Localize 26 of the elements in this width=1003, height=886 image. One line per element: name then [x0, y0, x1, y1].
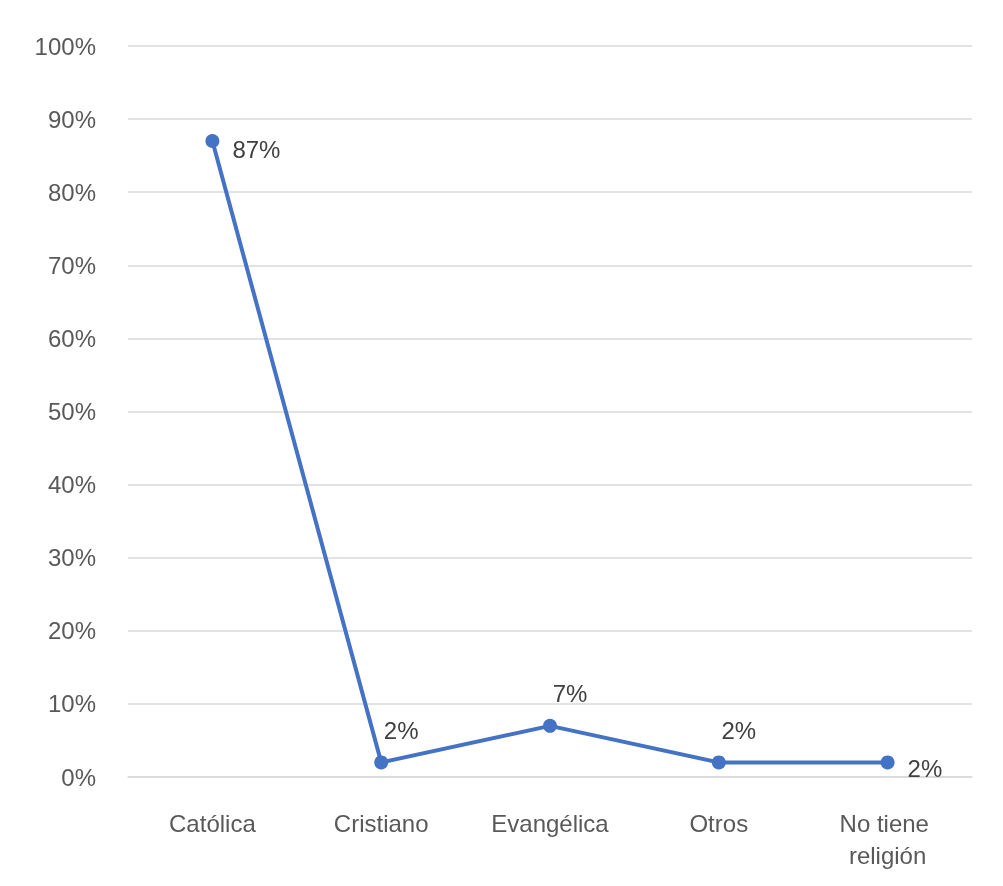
x-tick-label: Católica [169, 809, 257, 837]
point [205, 134, 220, 149]
data-label: 2% [383, 716, 419, 744]
data-label: 87% [232, 135, 281, 163]
y-tick-label: 20% [47, 617, 96, 645]
data-label: 2% [721, 716, 757, 744]
point [711, 755, 726, 770]
y-tick-label: 30% [47, 544, 96, 572]
y-tick-label: 10% [47, 690, 96, 718]
point [543, 718, 557, 733]
point [880, 755, 895, 770]
y-tick-label: 80% [47, 178, 96, 206]
y-tick-label: 90% [47, 105, 96, 133]
y-tick-label: 0% [61, 763, 96, 791]
y-tick-label: 100% [34, 32, 96, 60]
y-tick-label: 60% [47, 324, 96, 352]
point [374, 755, 389, 770]
x-tick-label: Cristiano [333, 809, 429, 837]
y-tick-label: 70% [47, 251, 96, 279]
data-label: 7% [552, 680, 588, 708]
x-tick-label: Evangélica [491, 809, 610, 837]
y-tick-label: 40% [47, 471, 96, 499]
x-tick-label: No tiene religión [839, 809, 936, 869]
y-tick-label: 50% [47, 398, 96, 425]
data-label: 2% [907, 754, 943, 782]
x-tick-label: Otros [689, 809, 749, 837]
